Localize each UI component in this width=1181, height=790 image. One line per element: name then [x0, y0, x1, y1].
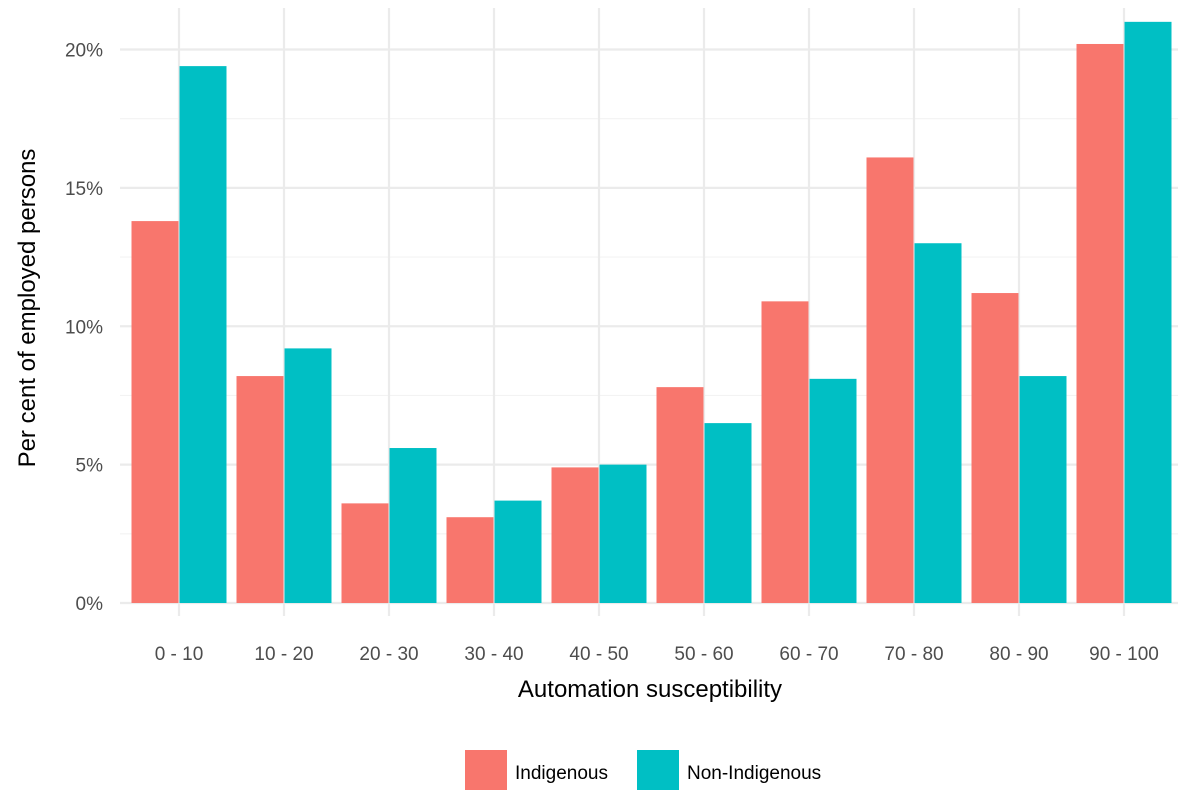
y-tick-label: 15%: [65, 179, 103, 200]
bar-non-indigenous: [599, 464, 647, 603]
bar-indigenous: [656, 387, 704, 603]
x-tick-label: 20 - 30: [359, 644, 418, 665]
bar-indigenous: [1076, 43, 1124, 603]
x-axis-title: Automation susceptibility: [518, 676, 782, 703]
x-tick-label: 60 - 70: [779, 644, 838, 665]
x-tick-label: 50 - 60: [674, 644, 733, 665]
bar-non-indigenous: [1124, 21, 1172, 603]
legend-swatch-non-indigenous: [637, 750, 679, 790]
bar-non-indigenous: [809, 378, 857, 603]
bar-indigenous: [131, 221, 179, 603]
x-tick-label: 40 - 50: [569, 644, 628, 665]
y-tick-label: 20%: [65, 41, 103, 62]
bar-non-indigenous: [494, 500, 542, 603]
bar-non-indigenous: [1019, 376, 1067, 603]
legend-swatch-indigenous: [465, 750, 507, 790]
bar-indigenous: [341, 503, 389, 603]
bar-non-indigenous: [389, 448, 437, 603]
legend-label-non-indigenous: Non-Indigenous: [687, 763, 821, 784]
y-tick-label: 5%: [76, 456, 104, 477]
x-tick-label: 0 - 10: [155, 644, 204, 665]
y-tick-label: 0%: [76, 594, 104, 615]
y-tick-label: 10%: [65, 317, 103, 338]
bar-non-indigenous: [284, 348, 332, 603]
x-tick-label: 30 - 40: [464, 644, 523, 665]
x-tick-label: 90 - 100: [1089, 644, 1159, 665]
bars: [131, 21, 1172, 604]
bar-indigenous: [866, 157, 914, 603]
x-tick-labels: 0 - 10 10 - 20 20 - 30 30 - 40 40 - 50 50 - 6…: [155, 644, 1159, 665]
bar-indigenous: [971, 293, 1019, 603]
bar-indigenous: [446, 517, 494, 603]
legend-label-indigenous: Indigenous: [515, 763, 608, 784]
legend: Indigenous Non-Indigenous: [465, 750, 821, 790]
bar-non-indigenous: [179, 66, 227, 604]
bar-indigenous: [236, 376, 284, 603]
bar-non-indigenous: [704, 423, 752, 603]
bar-indigenous: [551, 467, 599, 603]
x-tick-label: 70 - 80: [884, 644, 943, 665]
bar-non-indigenous: [914, 243, 962, 604]
y-tick-labels: 0% 5% 10% 15% 20%: [65, 41, 103, 615]
x-tick-label: 10 - 20: [254, 644, 313, 665]
y-axis-title: Per cent of employed persons: [14, 149, 41, 468]
bar-indigenous: [761, 301, 809, 603]
x-tick-label: 80 - 90: [989, 644, 1048, 665]
